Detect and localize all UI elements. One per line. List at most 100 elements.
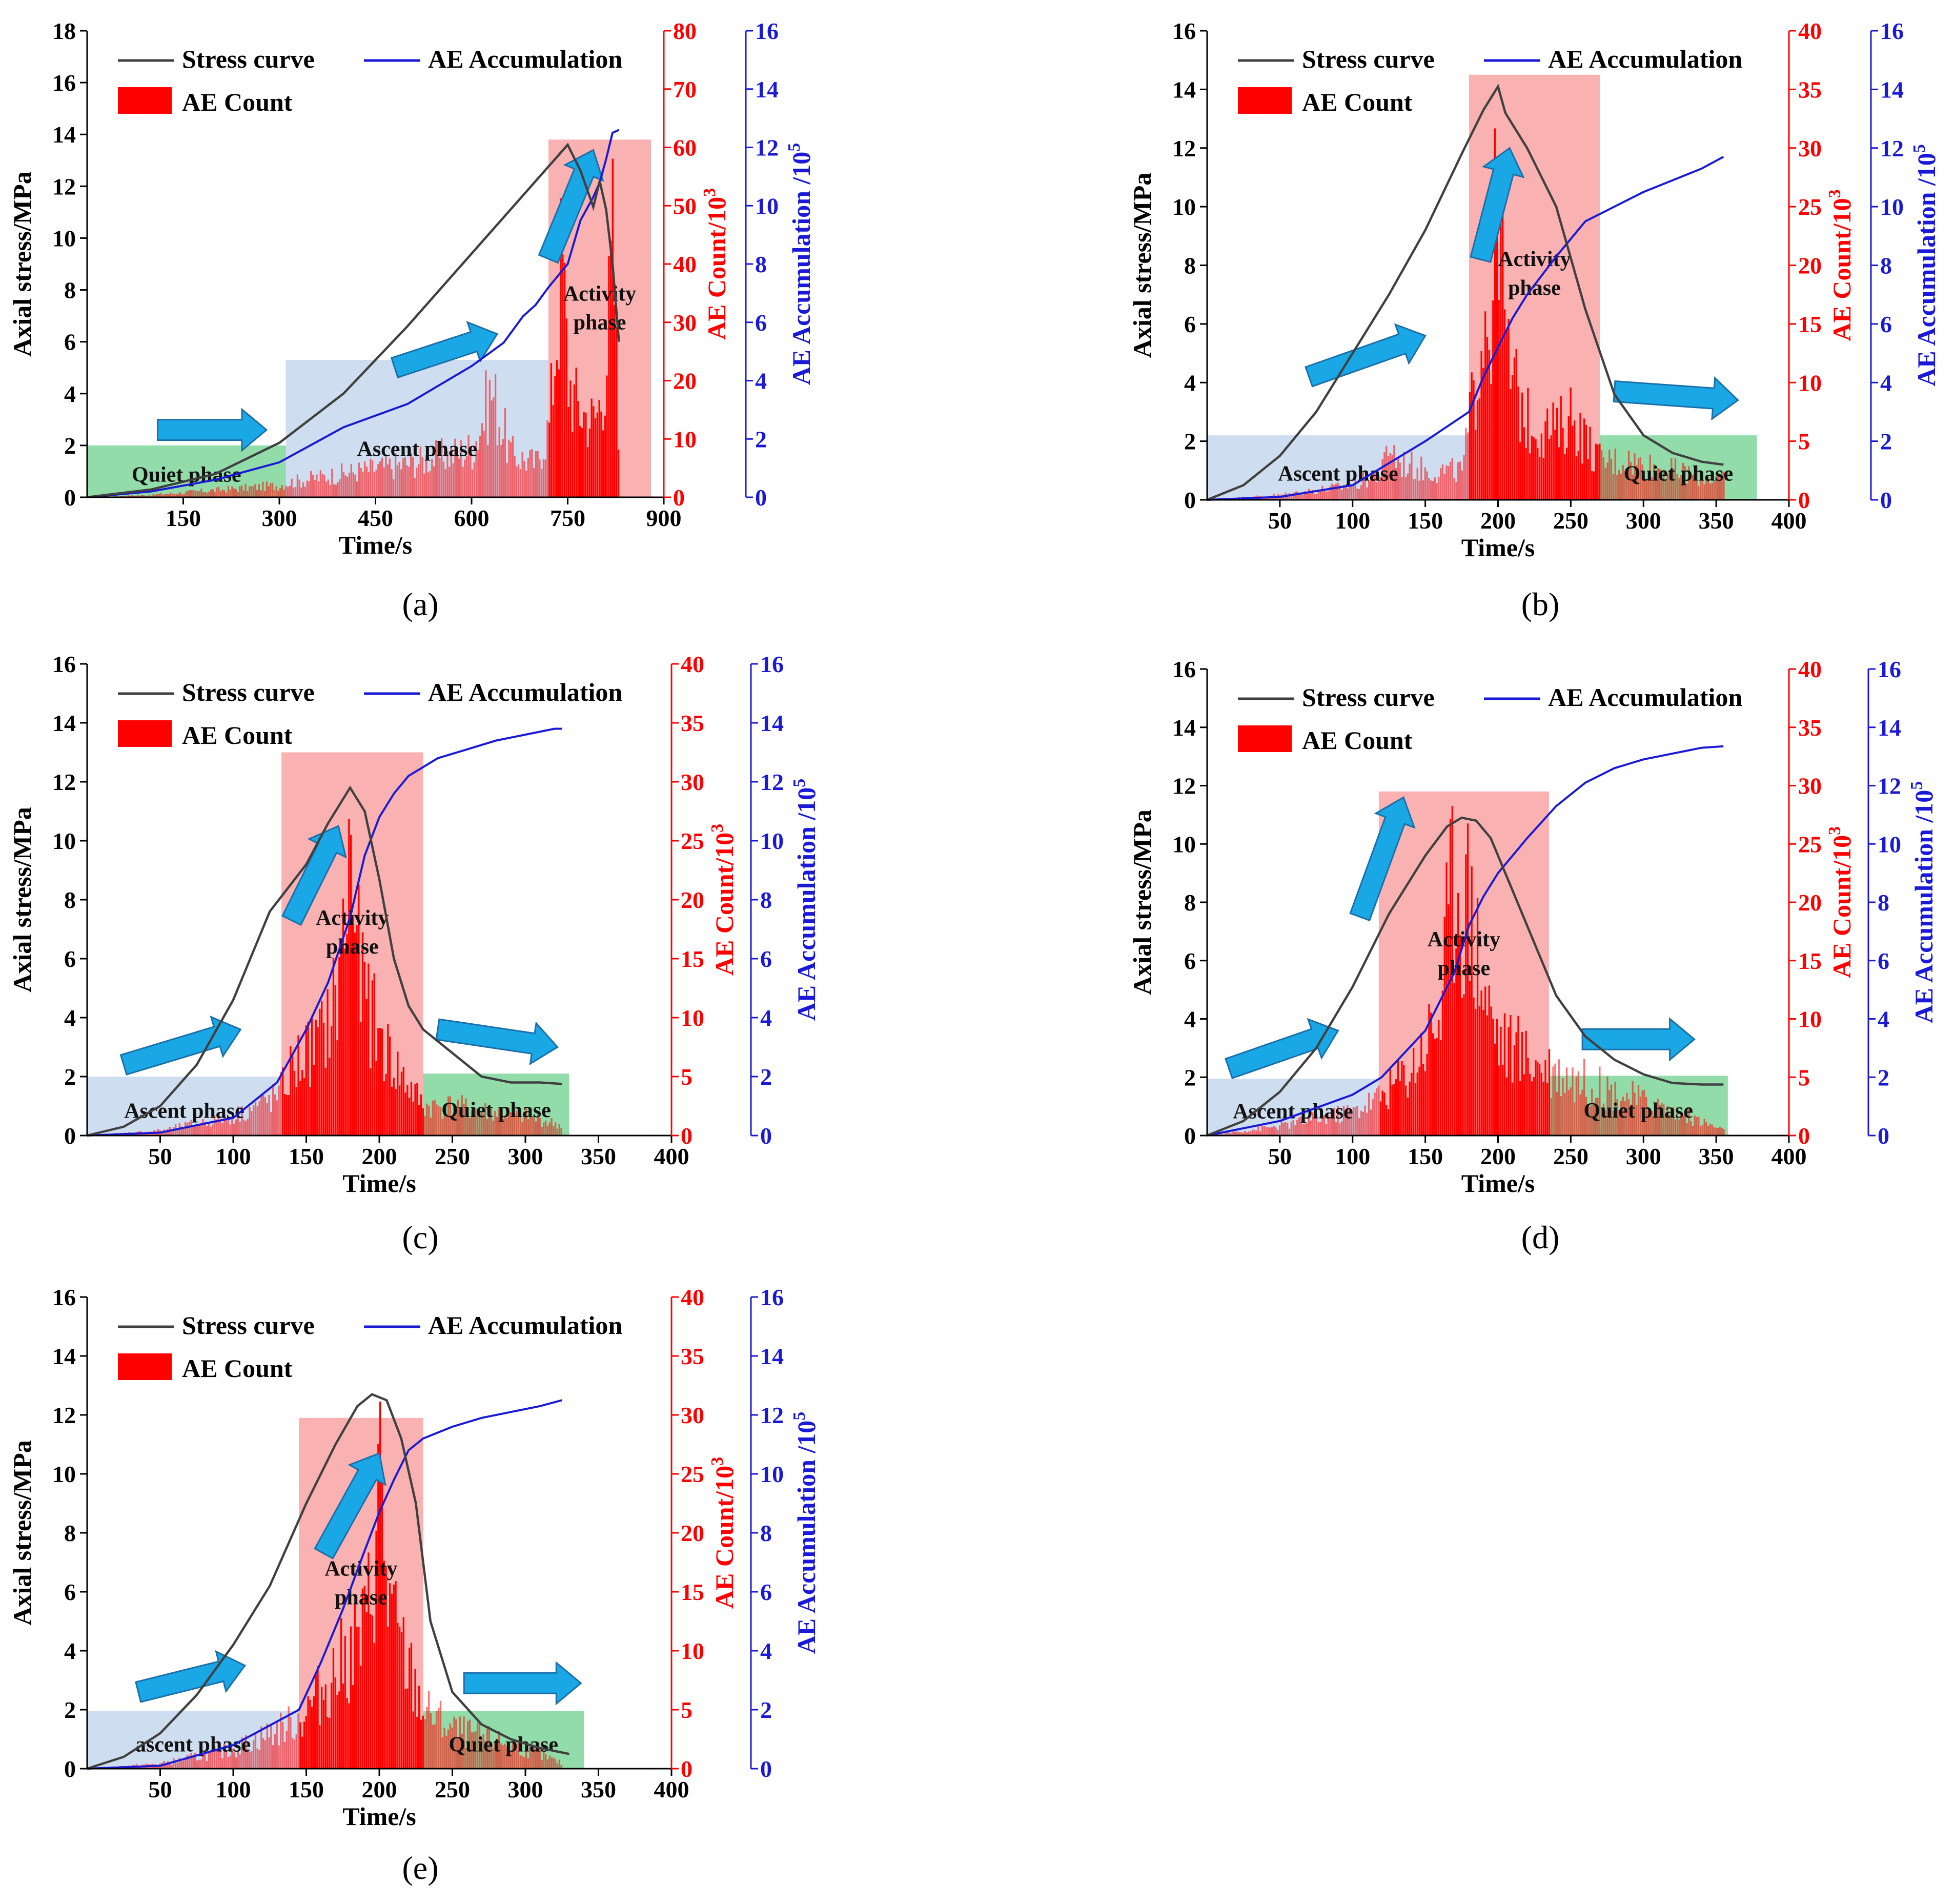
ae-count-bar	[535, 451, 537, 497]
ae-count-bar	[1496, 209, 1498, 500]
ae-count-bar	[1674, 1119, 1677, 1136]
ae-count-bar	[1248, 1131, 1250, 1136]
x-tick-label: 150	[1408, 508, 1443, 534]
ae-count-bar	[469, 1719, 471, 1769]
ae-count-bar	[1567, 416, 1570, 500]
ae-count-bar	[1306, 493, 1308, 500]
ae-count-bar	[254, 484, 256, 497]
ae-count-bar	[299, 1722, 301, 1769]
ae-count-bar	[1707, 478, 1709, 500]
ae-count-bar	[354, 474, 356, 497]
ae-count-bar	[381, 457, 383, 497]
ae-count-bar	[1513, 357, 1516, 500]
ae-count-bar	[379, 1401, 381, 1769]
arrow-icon	[1349, 796, 1416, 922]
ae-count-bar	[422, 1108, 424, 1136]
ae-count-bar	[541, 469, 543, 497]
ae-count-bar	[361, 932, 364, 1136]
y-stress-tick-label: 10	[52, 828, 76, 854]
ae-count-bar	[243, 1746, 245, 1769]
ae-count-bar	[1275, 1127, 1277, 1136]
ae-count-bar	[1544, 1060, 1546, 1136]
ae-count-bar	[1329, 486, 1331, 500]
ae-count-bar	[204, 1752, 206, 1769]
ae-count-bar	[147, 495, 149, 497]
legend-stress-label: Stress curve	[1302, 683, 1435, 712]
ae-count-bar	[1302, 494, 1304, 500]
ae-count-bar	[1376, 482, 1378, 500]
ae-accumulation-line	[1207, 156, 1724, 501]
ae-count-bar	[539, 1749, 541, 1769]
y-stress-tick-label: 4	[1184, 1006, 1196, 1032]
ae-count-bar	[1321, 1115, 1323, 1136]
ae-count-bar	[305, 1716, 307, 1769]
ae-count-bar	[1342, 484, 1345, 500]
ae-count-bar	[198, 1759, 200, 1769]
ae-count-bar	[433, 466, 435, 497]
ae-count-bar	[321, 1001, 323, 1136]
y-accum-tick-label: 6	[760, 946, 772, 972]
legend-count-swatch	[1238, 87, 1292, 114]
ae-count-bar	[1651, 1111, 1653, 1136]
y-stress-tick-label: 12	[52, 1402, 76, 1428]
ae-count-bar	[1252, 1129, 1254, 1136]
ae-count-bar	[1570, 387, 1572, 500]
ae-count-bar	[500, 1110, 502, 1136]
ae-count-bar	[282, 1721, 284, 1769]
legend-accumulation-label: AE Accumulation	[428, 1311, 622, 1340]
ae-count-bar	[427, 472, 429, 497]
ae-count-bar	[464, 459, 466, 497]
ae-count-bar	[346, 934, 348, 1136]
ae-count-bar	[319, 470, 321, 497]
ae-count-bar	[414, 1084, 416, 1136]
ae-count-bar	[548, 1122, 551, 1136]
ae-count-bar	[247, 491, 249, 497]
x-tick-label: 100	[1335, 508, 1370, 534]
ae-count-bar	[1548, 1049, 1551, 1136]
ae-count-bar	[309, 1699, 311, 1769]
ae-count-bar	[510, 1112, 512, 1136]
ae-count-bar	[514, 1747, 516, 1769]
ae-count-bar	[432, 1725, 434, 1769]
ae-count-bar	[496, 1748, 498, 1769]
ae-count-bar	[1476, 400, 1479, 500]
ae-count-bar	[1397, 458, 1399, 500]
ae-count-bar	[297, 1035, 299, 1136]
y-axis-stress-title: Axial stress/MPa	[1128, 809, 1156, 995]
ae-count-bar	[173, 1758, 175, 1769]
ae-count-bar	[1636, 1105, 1638, 1136]
ae-count-bar	[491, 400, 493, 497]
phase-label: Quiet phase	[1624, 462, 1734, 485]
ae-count-bar	[1521, 392, 1523, 500]
ae-count-bar	[270, 1724, 272, 1769]
ae-count-bar	[1411, 1072, 1413, 1136]
ae-count-bar	[283, 490, 285, 497]
ae-count-bar	[419, 446, 421, 497]
phase-label: Activity	[1498, 248, 1571, 271]
ae-count-bar	[567, 407, 569, 497]
ae-count-bar	[218, 487, 220, 497]
y-accum-tick-label: 16	[1880, 18, 1904, 44]
ae-count-bar	[1692, 1126, 1694, 1136]
ae-count-bar	[1422, 480, 1424, 500]
ae-count-bar	[546, 420, 548, 497]
ae-count-bar	[612, 158, 614, 497]
ae-count-bar	[1678, 1119, 1680, 1136]
ae-count-bar	[329, 1058, 331, 1136]
ae-count-bar	[1673, 468, 1675, 500]
ae-count-bar	[1282, 1122, 1285, 1136]
ae-count-bar	[587, 447, 589, 497]
ae-count-bar	[1314, 1117, 1316, 1136]
ae-count-bar	[342, 472, 344, 497]
ae-count-bar	[368, 1552, 370, 1769]
ae-count-bar	[555, 1122, 557, 1136]
ae-count-bar	[1397, 1060, 1399, 1136]
y-accum-tick-label: 16	[760, 651, 784, 677]
y-count-tick-label: 80	[673, 18, 697, 44]
ae-count-bar	[325, 481, 328, 497]
ae-count-bar	[1709, 483, 1712, 500]
ae-count-bar	[1404, 477, 1407, 500]
ae-count-bar	[295, 1087, 297, 1136]
ae-count-bar	[350, 1626, 352, 1769]
ae-count-bar	[266, 1724, 268, 1769]
